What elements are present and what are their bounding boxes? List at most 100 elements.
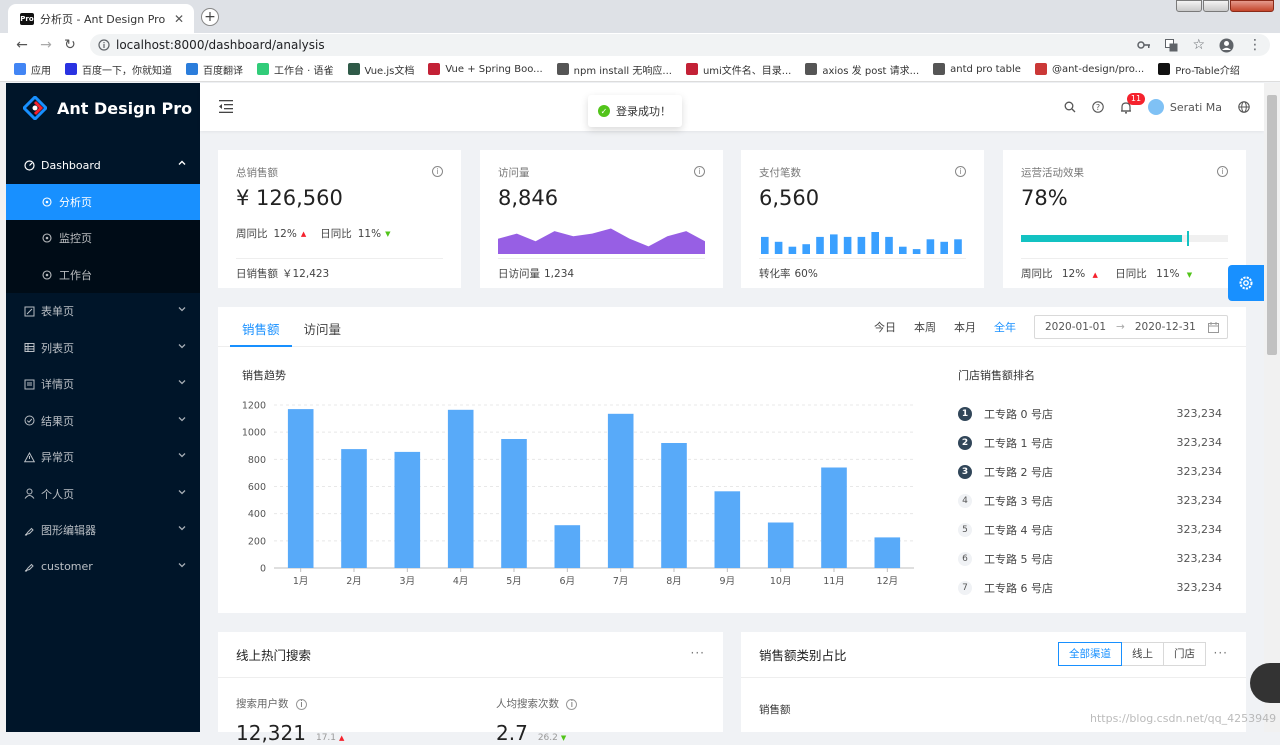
menu-items: 表单页列表页详情页 结果页 异常页 个人页 图形编辑器 customer — [6, 293, 200, 585]
bookmark-label: Pro-Table介绍 — [1175, 65, 1240, 77]
more-icon[interactable]: ··· — [1213, 646, 1228, 660]
settings-drawer-button[interactable] — [1228, 265, 1264, 301]
bookmark-item[interactable]: antd pro table — [933, 63, 1021, 75]
menu-profile[interactable]: 详情页 — [6, 366, 200, 403]
visits-area-chart — [498, 228, 705, 254]
table-icon — [23, 342, 35, 354]
caret-up-icon: ▲ — [339, 734, 345, 742]
info-icon[interactable]: i — [694, 166, 705, 177]
new-tab-button[interactable]: + — [201, 8, 219, 26]
menu-account[interactable]: 个人页 — [6, 476, 200, 513]
ranking-item: 7 工专路 6 号店 323,234 — [958, 573, 1222, 602]
more-icon[interactable]: ··· — [690, 646, 705, 660]
address-bar[interactable]: localhost:8000/dashboard/analysis ☆ ⋮ — [90, 34, 1270, 56]
profile-icon[interactable] — [1219, 38, 1234, 53]
menu-item-monitor[interactable]: 监控页 — [6, 220, 200, 257]
scrollbar-thumb[interactable] — [1267, 95, 1277, 355]
app-logo[interactable]: Ant Design Pro — [6, 83, 200, 133]
menu-customer[interactable]: customer — [6, 549, 200, 586]
menu-editor[interactable]: 图形编辑器 — [6, 512, 200, 549]
bookmark-label: 应用 — [31, 65, 51, 77]
bookmark-item[interactable]: npm install 无响应... — [556, 62, 672, 77]
bookmark-item[interactable]: 百度翻译 — [186, 62, 243, 77]
searches-per-user-stat: 人均搜索次数 i 2.7 26.2 ▼ — [496, 696, 578, 745]
bar — [661, 443, 687, 568]
bookmark-star-icon[interactable]: ☆ — [1192, 37, 1205, 53]
bookmark-item[interactable]: 百度一下，你就知道 — [65, 62, 172, 77]
search-icon[interactable] — [1064, 101, 1076, 113]
close-tab-icon[interactable]: ✕ — [173, 11, 185, 26]
chevron-down-icon — [178, 305, 186, 313]
yuque-icon — [257, 63, 269, 75]
menu-fold-icon[interactable] — [219, 100, 233, 113]
range-today[interactable]: 今日 — [874, 321, 896, 334]
translate-page-icon[interactable] — [1165, 38, 1178, 52]
mini-bar — [899, 246, 907, 254]
bookmark-item[interactable]: @ant-design/pro... — [1034, 63, 1144, 75]
y-tick-label: 600 — [248, 482, 266, 493]
bookmark-label: 百度翻译 — [203, 65, 243, 77]
chart-title: 销售趋势 — [242, 369, 286, 382]
segment-store[interactable]: 门店 — [1163, 642, 1206, 666]
maximize-button[interactable] — [1203, 0, 1229, 12]
close-window-button[interactable] — [1230, 0, 1274, 12]
svg-text:?: ? — [1096, 103, 1100, 112]
date-start[interactable]: 2020-01-01 — [1045, 321, 1107, 333]
user-menu[interactable]: Serati Ma — [1147, 99, 1222, 115]
menu-item-analysis[interactable]: 分析页 — [6, 183, 200, 220]
bookmark-item[interactable]: Pro-Table介绍 — [1158, 62, 1240, 77]
y-tick-label: 200 — [248, 536, 266, 547]
info-icon[interactable]: i — [1217, 166, 1228, 177]
question-icon[interactable]: ? — [1092, 101, 1104, 113]
circle-icon — [41, 196, 53, 208]
minimize-button[interactable] — [1176, 0, 1202, 12]
bookmark-item[interactable]: umi文件名、目录... — [685, 62, 791, 77]
store-ranking-list: 1 工专路 0 号店 323,234 2 工专路 1 号店 323,234 3 工专路 2 号… — [958, 399, 1222, 602]
card-value: 78% — [1021, 186, 1068, 210]
date-range-picker[interactable]: 2020-01-01 → 2020-12-31 — [1034, 315, 1228, 339]
back-icon[interactable]: ← — [16, 37, 28, 53]
menu-item-workplace[interactable]: 工作台 — [6, 257, 200, 294]
range-month[interactable]: 本月 — [954, 321, 976, 334]
globe-icon[interactable] — [1238, 101, 1250, 113]
forward-icon[interactable]: → — [40, 37, 52, 53]
date-end[interactable]: 2020-12-31 — [1134, 321, 1196, 333]
bookmark-label: antd pro table — [950, 63, 1021, 75]
menu-list[interactable]: 列表页 — [6, 330, 200, 367]
menu-label: 列表页 — [41, 341, 74, 355]
mini-bar — [843, 236, 852, 254]
reload-icon[interactable]: ↻ — [64, 37, 76, 53]
info-icon[interactable]: i — [955, 166, 966, 177]
menu-result[interactable]: 结果页 — [6, 403, 200, 440]
segment-online[interactable]: 线上 — [1121, 642, 1164, 666]
info-icon[interactable]: i — [566, 699, 578, 710]
notification-bell[interactable]: 11 — [1120, 92, 1146, 114]
tab-visits[interactable]: 访问量 — [303, 322, 342, 337]
info-icon[interactable] — [98, 39, 110, 51]
ranking-item: 5 工专路 4 号店 323,234 — [958, 515, 1222, 544]
bookmark-item[interactable]: Vue.js文档 — [347, 62, 414, 77]
sales-trend-chart: 0 200 400 600 800 1000 1200 1月 2月 3月 4月 5月 6月 7月 8月 9月 1… — [242, 401, 914, 587]
page-scrollbar[interactable] — [1264, 83, 1280, 732]
key-icon[interactable] — [1137, 40, 1151, 50]
menu-kebab-icon[interactable]: ⋮ — [1248, 37, 1262, 53]
info-icon[interactable]: i — [432, 166, 443, 177]
bookmark-item[interactable]: 应用 — [14, 62, 51, 77]
rank-number: 7 — [958, 580, 972, 595]
menu-dashboard[interactable]: Dashboard — [6, 147, 200, 184]
info-icon[interactable]: i — [295, 699, 307, 710]
ranking-item: 3 工专路 2 号店 323,234 — [958, 457, 1222, 486]
bookmark-item[interactable]: axios 发 post 请求... — [805, 62, 919, 77]
total-sales-card: 总销售额 i ¥ 126,560 周同比 12% ▲ 日同比 11% ▼ 日销售… — [218, 150, 461, 288]
range-year[interactable]: 全年 — [994, 321, 1016, 334]
tab-sales[interactable]: 销售额 — [230, 307, 292, 347]
segment-all-channels[interactable]: 全部渠道 — [1058, 642, 1122, 666]
range-week[interactable]: 本周 — [914, 321, 936, 334]
menu-form[interactable]: 表单页 — [6, 293, 200, 330]
sales-tabs: 销售额 访问量 今日 本周 本月 全年 2020-01-01 → 2020-12… — [218, 307, 1246, 347]
floating-assistant-button[interactable] — [1250, 663, 1280, 703]
menu-exception[interactable]: 异常页 — [6, 439, 200, 476]
browser-tab[interactable]: Pro 分析页 - Ant Design Pro ✕ — [8, 4, 194, 33]
bookmark-item[interactable]: Vue + Spring Boo... — [428, 63, 543, 75]
bookmark-item[interactable]: 工作台 · 语雀 — [257, 62, 334, 77]
